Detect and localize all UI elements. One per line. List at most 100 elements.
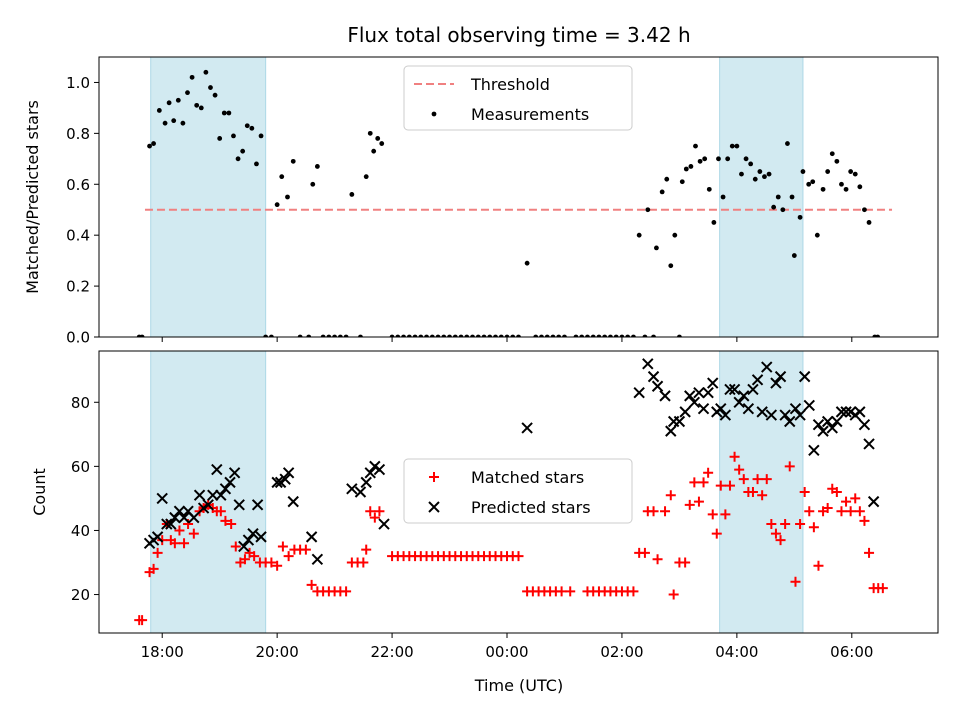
data-point — [152, 547, 163, 558]
data-point — [810, 179, 816, 185]
legend-label: Measurements — [471, 105, 589, 124]
data-point — [258, 133, 264, 139]
data-point — [374, 506, 385, 517]
data-point — [790, 576, 801, 587]
data-point — [254, 161, 259, 167]
data-point — [361, 544, 372, 555]
data-point — [349, 192, 355, 197]
x-tick-label: 00:00 — [485, 643, 528, 661]
data-point — [369, 512, 380, 523]
data-point — [429, 334, 435, 337]
data-point — [679, 179, 685, 185]
data-point — [249, 125, 255, 131]
data-point — [829, 151, 835, 157]
data-point — [320, 334, 326, 337]
data-point — [217, 136, 223, 141]
data-point — [799, 487, 810, 497]
data-point — [148, 563, 159, 574]
data-point — [341, 586, 352, 597]
legend: Threshold Measurements — [403, 65, 633, 131]
data-point — [839, 181, 844, 187]
data-point — [729, 451, 740, 462]
data-point — [866, 220, 872, 225]
data-point — [747, 487, 758, 497]
data-point — [373, 463, 386, 476]
data-point — [707, 377, 719, 389]
data-point — [680, 557, 691, 568]
y-tick-label: 0.8 — [66, 125, 90, 143]
shaded-interval — [719, 57, 804, 337]
axes-frame — [98, 350, 939, 634]
data-point — [859, 515, 870, 526]
data-point — [406, 334, 412, 337]
data-point — [748, 161, 754, 167]
data-point — [306, 334, 312, 337]
data-point — [504, 334, 510, 337]
data-point — [720, 509, 731, 520]
y-tick-label: 0.2 — [66, 278, 90, 296]
data-point — [831, 487, 842, 497]
data-point — [401, 334, 406, 337]
data-point — [271, 476, 283, 489]
data-point — [684, 499, 695, 510]
data-point — [808, 444, 820, 457]
data-point — [412, 334, 418, 337]
data-point — [244, 123, 250, 129]
data-point — [231, 133, 236, 139]
data-point — [715, 480, 726, 491]
data-point — [556, 586, 567, 597]
legend: Matched stars Predicted stars — [403, 458, 633, 524]
x-tick-label: 22:00 — [370, 643, 413, 661]
data-point — [762, 174, 767, 180]
y-tick-label: 20 — [71, 586, 90, 604]
data-point — [761, 361, 773, 373]
data-point — [211, 463, 223, 476]
data-point — [751, 374, 764, 386]
data-point — [642, 334, 648, 337]
y-tick-label: 0.6 — [66, 176, 90, 194]
data-point — [193, 489, 206, 501]
data-point — [239, 554, 250, 565]
data-point — [803, 399, 815, 412]
data-point — [770, 377, 782, 389]
data-point — [738, 390, 750, 402]
legend-box — [403, 65, 633, 131]
data-point — [358, 557, 369, 568]
data-point — [346, 483, 358, 495]
data-point — [151, 141, 156, 146]
data-point — [556, 334, 562, 337]
data-point — [820, 186, 826, 192]
data-point — [636, 232, 642, 238]
data-point — [800, 169, 806, 174]
data-point — [648, 506, 659, 517]
data-point — [780, 207, 786, 213]
data-point — [166, 100, 172, 106]
data-point — [365, 506, 376, 517]
data-point — [287, 495, 299, 508]
data-point — [389, 334, 395, 337]
data-point — [305, 531, 318, 543]
data-point — [332, 334, 338, 337]
data-point — [441, 334, 447, 337]
data-point — [337, 334, 343, 337]
data-point — [156, 108, 162, 113]
data-point — [367, 130, 373, 136]
data-point — [780, 519, 791, 530]
data-point — [677, 334, 682, 337]
data-point — [739, 171, 744, 177]
data-point — [151, 531, 164, 543]
data-point — [266, 557, 277, 568]
data-point — [852, 171, 858, 177]
y-tick-label: 80 — [71, 394, 90, 412]
chart-title: Flux total observing time = 3.42 h — [347, 23, 690, 47]
data-point — [642, 358, 654, 370]
data-point — [169, 538, 180, 549]
data-point — [804, 506, 815, 517]
y-axis-label: Matched/Predicted stars — [23, 100, 42, 294]
data-point — [274, 202, 280, 208]
data-point — [845, 506, 856, 517]
data-point — [188, 528, 199, 539]
data-point — [220, 515, 231, 526]
data-point — [683, 166, 689, 172]
